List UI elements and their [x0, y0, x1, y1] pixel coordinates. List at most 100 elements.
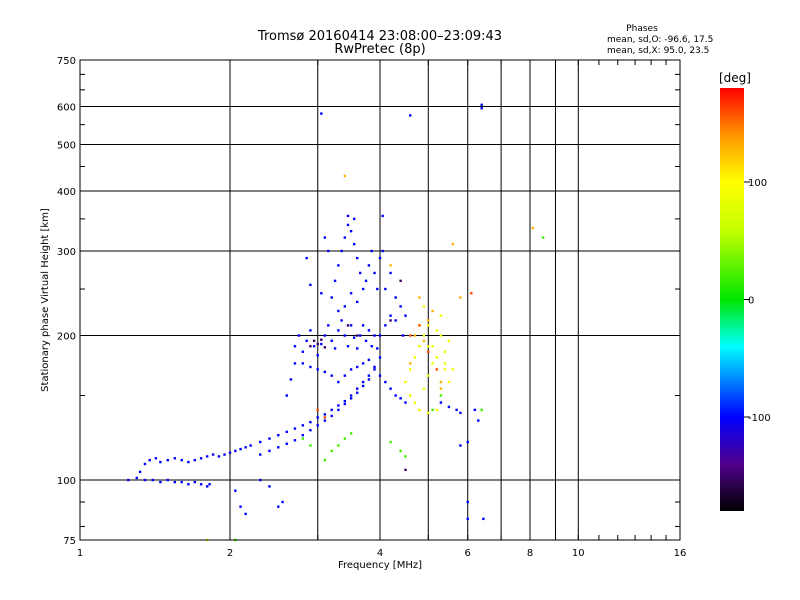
data-point [316, 368, 319, 371]
data-point [154, 457, 158, 460]
data-point [381, 249, 384, 253]
data-point [367, 264, 371, 267]
data-point [343, 374, 347, 377]
data-point [373, 368, 376, 371]
data-point [361, 384, 365, 388]
x-tick-label: 6 [465, 548, 471, 559]
data-point [447, 380, 451, 384]
data-point [459, 411, 462, 415]
data-point [447, 405, 451, 409]
data-point [443, 362, 447, 365]
data-point [399, 279, 402, 283]
data-point [389, 271, 392, 275]
data-point [343, 399, 347, 403]
data-point [480, 408, 483, 412]
data-point [337, 380, 340, 384]
data-point [316, 424, 319, 427]
data-point [239, 505, 242, 508]
data-point [389, 314, 392, 317]
data-point [330, 414, 333, 418]
x-axis-ticks: 1 2 4 6 8 10 16 [77, 60, 686, 559]
data-point [361, 362, 365, 365]
data-point [337, 444, 340, 447]
data-point [323, 370, 327, 374]
data-point [409, 394, 412, 397]
data-point [327, 324, 330, 327]
data-point [316, 342, 319, 346]
data-point [320, 112, 323, 115]
data-point [399, 305, 402, 308]
data-point [473, 408, 477, 412]
grid-lines [80, 60, 680, 540]
data-point [367, 378, 371, 381]
data-point [211, 453, 215, 456]
data-point [330, 449, 333, 453]
data-point [439, 334, 443, 337]
colorbar-tick-label: 0 [748, 296, 754, 307]
data-point [401, 334, 405, 337]
data-point [277, 505, 280, 508]
data-point [447, 339, 451, 343]
data-point [381, 214, 384, 218]
data-point [378, 334, 382, 337]
data-point [480, 103, 483, 106]
data-point [482, 517, 485, 521]
data-point [352, 336, 356, 339]
data-point [427, 345, 430, 348]
data-point [435, 368, 438, 371]
data-point [361, 324, 365, 327]
data-point [384, 287, 387, 291]
data-point [427, 350, 430, 353]
data-point [349, 229, 353, 233]
data-point [439, 394, 443, 397]
data-point [343, 174, 347, 178]
data-point [477, 419, 480, 422]
data-point [320, 342, 323, 346]
data-point [323, 419, 327, 422]
data-point [301, 437, 305, 440]
data-point [422, 339, 426, 343]
data-point [418, 296, 421, 299]
y-tick-label: 400 [57, 187, 76, 198]
data-point [187, 483, 190, 486]
data-point [244, 512, 247, 516]
data-point [343, 334, 347, 337]
data-point [305, 256, 308, 260]
data-point [378, 256, 382, 260]
data-point [309, 365, 312, 369]
y-tick-label: 200 [57, 332, 76, 343]
data-point [376, 287, 379, 291]
y-axis-label: Stationary phase Virtual Height [km] [40, 208, 51, 392]
data-point [337, 309, 340, 313]
x-tick-label: 1 [77, 548, 83, 559]
data-point [305, 339, 308, 343]
data-point [413, 334, 417, 337]
data-point [451, 242, 455, 246]
data-point [323, 334, 327, 337]
data-point [439, 314, 443, 317]
data-point [376, 347, 379, 350]
data-point [323, 416, 327, 419]
data-point [409, 334, 412, 337]
data-point [384, 380, 387, 384]
data-point [337, 408, 340, 412]
data-point [399, 449, 402, 453]
data-point [285, 430, 288, 434]
data-point [466, 440, 469, 444]
data-point [208, 483, 211, 486]
data-point [343, 236, 347, 239]
phase-header: Phases [626, 24, 658, 34]
data-point [309, 345, 312, 348]
data-point [355, 347, 359, 350]
data-point [435, 329, 438, 332]
data-point [340, 319, 343, 322]
data-point [404, 401, 407, 404]
data-point [346, 214, 350, 218]
data-point [234, 449, 237, 453]
data-point [399, 397, 402, 400]
colorbar-tick-label: -100 [748, 413, 771, 424]
data-point [239, 447, 242, 451]
data-point [409, 362, 412, 365]
data-point [355, 300, 359, 304]
data-point [470, 292, 473, 295]
